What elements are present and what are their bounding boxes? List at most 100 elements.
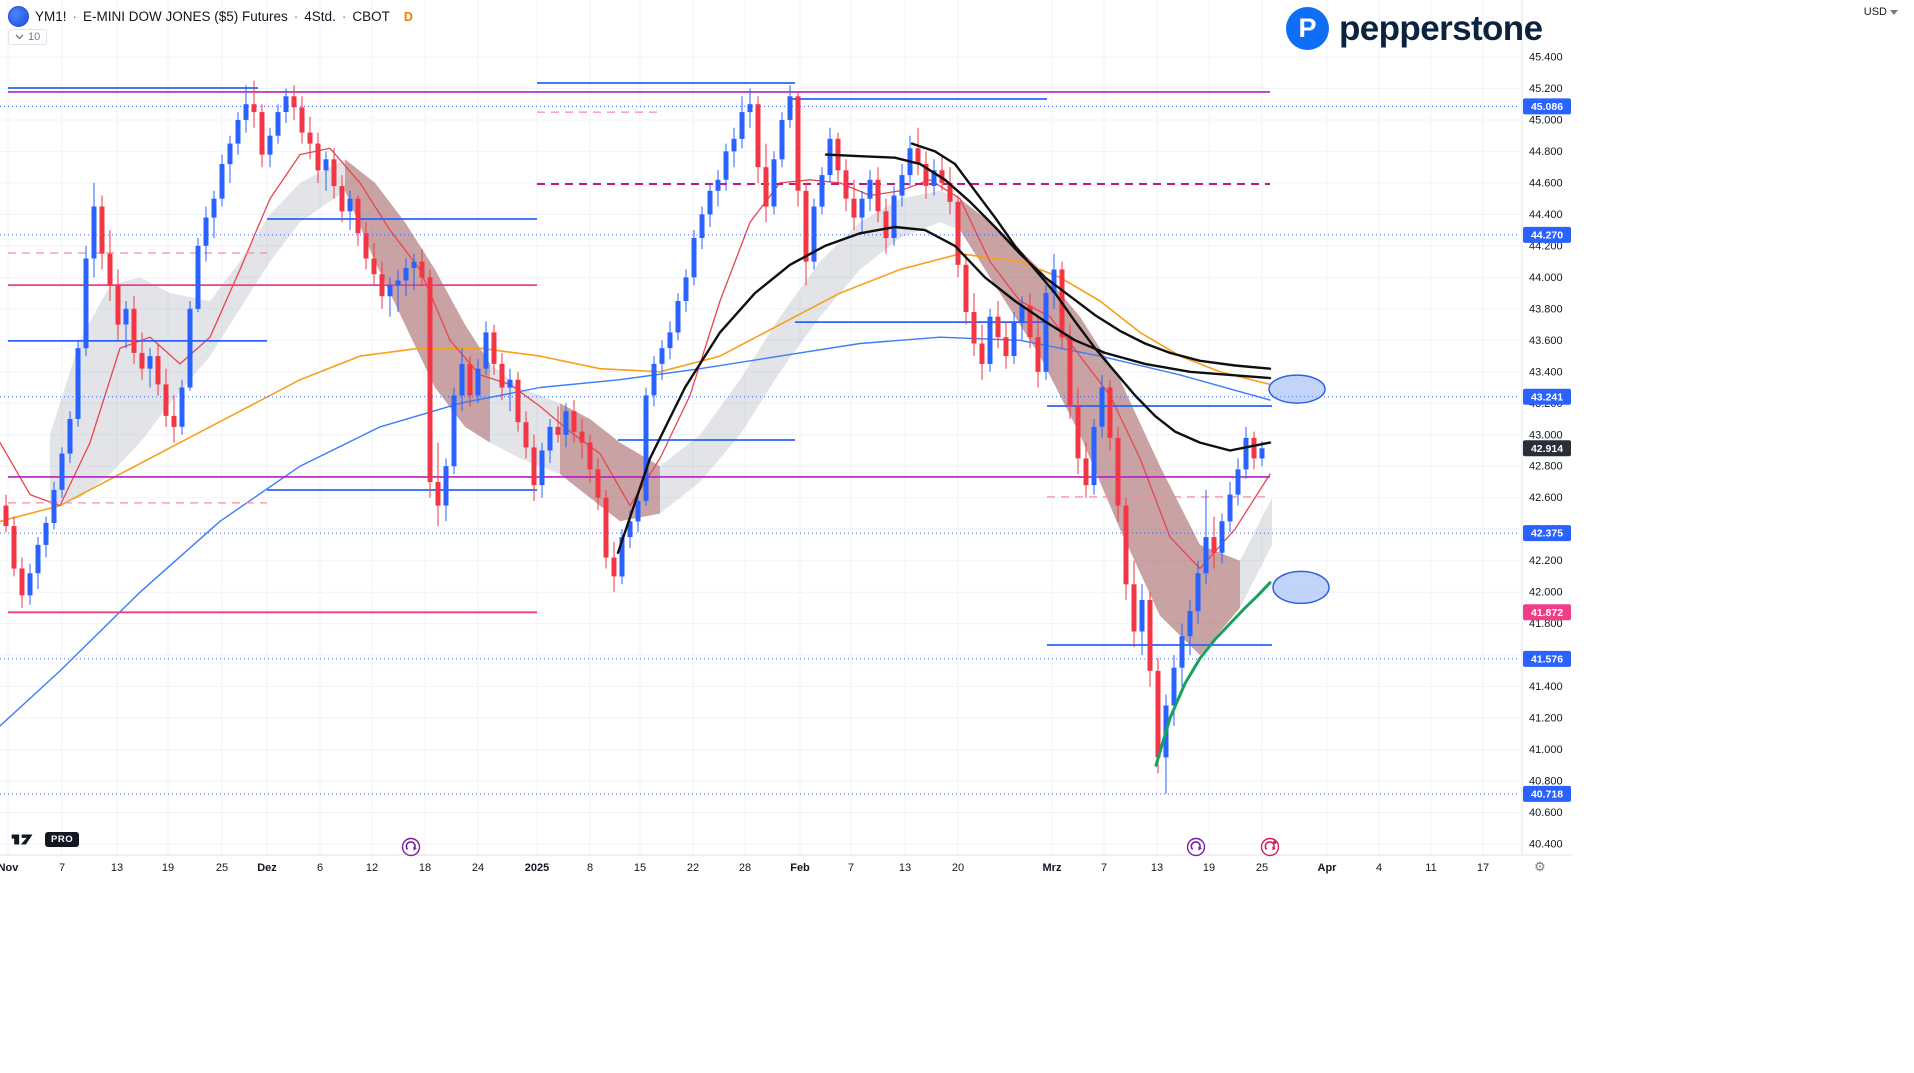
price-label-badge[interactable] bbox=[1523, 226, 1571, 243]
price-tick-label: 43.800 bbox=[1529, 303, 1563, 315]
currency-selector[interactable]: USD bbox=[1864, 6, 1898, 18]
ma-red bbox=[0, 147, 1271, 570]
candle-body bbox=[379, 274, 385, 297]
time-tick-label: 12 bbox=[366, 862, 378, 874]
candle-body bbox=[1003, 337, 1009, 357]
time-axis[interactable]: Nov 7 13 19 25 Dez 6 12 18 24 2025 8 15 22 28 Feb 7 13 20 M… bbox=[0, 862, 1489, 874]
candle-body bbox=[515, 379, 521, 423]
anchored-line-1 bbox=[616, 225, 1272, 554]
candle-body bbox=[347, 198, 353, 212]
timeline-marker[interactable] bbox=[401, 837, 421, 857]
price-label-badge[interactable] bbox=[1523, 604, 1571, 621]
candle-body bbox=[1235, 469, 1241, 495]
price-label-badge[interactable] bbox=[1523, 388, 1571, 405]
candle-body bbox=[1195, 573, 1201, 612]
candle-body bbox=[1211, 537, 1217, 553]
candle-body bbox=[131, 308, 137, 353]
separator: · bbox=[72, 9, 78, 24]
candle-body bbox=[803, 190, 809, 262]
price-tick-label: 45.400 bbox=[1529, 52, 1563, 64]
candle-body bbox=[275, 112, 281, 136]
candle-body bbox=[251, 104, 257, 113]
candle-body bbox=[411, 261, 417, 268]
price-tick-label: 41.200 bbox=[1529, 713, 1563, 725]
time-tick-label: 7 bbox=[848, 862, 854, 874]
price-tick-label: 41.400 bbox=[1529, 681, 1563, 693]
candle-body bbox=[1123, 505, 1129, 585]
highlight-ellipse[interactable] bbox=[1272, 570, 1330, 605]
candle-body bbox=[875, 179, 881, 212]
price-tick-label: 41.800 bbox=[1529, 618, 1563, 630]
pepperstone-logo: P pepperstone bbox=[1286, 7, 1543, 50]
candle-body bbox=[851, 198, 857, 218]
symbol-legend[interactable]: YM1! · E-MINI DOW JONES ($5) Futures · 4… bbox=[8, 6, 413, 27]
marker-arrowhead bbox=[413, 846, 417, 851]
candle-body bbox=[355, 198, 361, 234]
candle-body bbox=[859, 198, 865, 218]
time-tick-label: Feb bbox=[790, 862, 810, 874]
time-tick-label: Nov bbox=[0, 862, 19, 874]
candle-body bbox=[147, 356, 153, 369]
timeline-marker[interactable] bbox=[1186, 837, 1206, 857]
anchored-line-2 bbox=[910, 142, 1272, 452]
price-labels: 45.086 44.270 43.241 42.914 42.375 41.872 41.5… bbox=[1523, 98, 1571, 802]
candlesticks bbox=[3, 80, 1265, 794]
candle-body bbox=[307, 132, 313, 144]
candle-body bbox=[587, 442, 593, 470]
candle-body bbox=[3, 505, 9, 527]
candle-body bbox=[787, 96, 793, 120]
collapsed-indicators-button[interactable]: 10 bbox=[8, 29, 48, 45]
cloud-segment bbox=[210, 159, 345, 357]
candle-body bbox=[451, 395, 457, 467]
tradingview-logo[interactable]: PRO bbox=[10, 831, 80, 848]
price-label-text: 42.914 bbox=[1531, 443, 1563, 455]
candle-body bbox=[1115, 437, 1121, 506]
candle-body bbox=[579, 431, 585, 443]
marker-arrowhead bbox=[1198, 846, 1202, 851]
time-tick-label: 15 bbox=[634, 862, 646, 874]
highlight-ellipse[interactable] bbox=[1268, 374, 1326, 404]
candle-body bbox=[107, 253, 113, 286]
pepperstone-wordmark: pepperstone bbox=[1339, 8, 1543, 48]
candle-body bbox=[779, 120, 785, 160]
price-label-badge[interactable] bbox=[1523, 440, 1571, 457]
candle-body bbox=[35, 544, 41, 574]
candle-body bbox=[1107, 387, 1113, 438]
candle-body bbox=[979, 343, 985, 364]
candle-body bbox=[371, 258, 377, 275]
price-tick-label: 40.600 bbox=[1529, 807, 1563, 819]
candle-body bbox=[595, 469, 601, 498]
price-label-badge[interactable] bbox=[1523, 525, 1571, 542]
price-label-badge[interactable] bbox=[1523, 98, 1571, 115]
marker-circle bbox=[1186, 837, 1206, 857]
timeline-marker[interactable] bbox=[1260, 837, 1280, 857]
price-tick-label: 43.600 bbox=[1529, 335, 1563, 347]
axis-settings-gear-icon[interactable]: ⚙ bbox=[1534, 859, 1546, 874]
candle-body bbox=[507, 379, 513, 388]
price-label-badge[interactable] bbox=[1523, 650, 1571, 667]
candle-body bbox=[1243, 437, 1249, 470]
price-tick-label: 45.200 bbox=[1529, 83, 1563, 95]
candle-body bbox=[1011, 321, 1017, 356]
candle-body bbox=[771, 159, 777, 207]
candle-body bbox=[523, 422, 529, 448]
candle-body bbox=[995, 316, 1001, 338]
horizontal-line-drawings bbox=[8, 82, 1272, 646]
price-label-badge[interactable] bbox=[1523, 785, 1571, 802]
candle-body bbox=[1043, 293, 1049, 372]
candle-body bbox=[915, 148, 921, 164]
time-tick-label: Apr bbox=[1318, 862, 1338, 874]
candle-body bbox=[547, 426, 553, 451]
candle-body bbox=[99, 206, 105, 254]
time-tick-label: 13 bbox=[899, 862, 911, 874]
candle-body bbox=[603, 497, 609, 558]
candle-body bbox=[115, 285, 121, 325]
pepperstone-icon: P bbox=[1286, 7, 1329, 50]
price-label-text: 40.718 bbox=[1531, 788, 1563, 800]
candle-body bbox=[747, 104, 753, 113]
candle-body bbox=[1075, 406, 1081, 459]
candle-body bbox=[811, 206, 817, 262]
candle-body bbox=[443, 466, 449, 506]
time-tick-label: 2025 bbox=[525, 862, 549, 874]
